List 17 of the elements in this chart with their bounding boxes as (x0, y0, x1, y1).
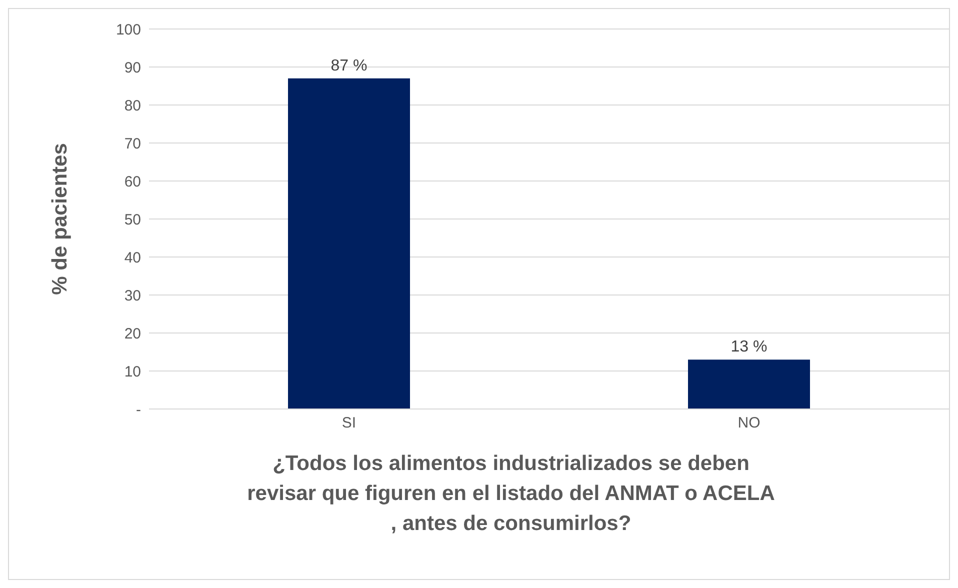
y-axis-title: % de pacientes (48, 143, 72, 295)
y-tick-label: 30 (124, 287, 141, 304)
y-tick-label: 10 (124, 363, 141, 380)
y-tick-label: 50 (124, 211, 141, 228)
x-tick-label: NO (738, 414, 760, 432)
y-tick-label: 20 (124, 325, 141, 342)
y-tick-label: 90 (124, 59, 141, 76)
y-tick-label: 70 (124, 135, 141, 152)
y-tick-label: 100 (116, 21, 141, 38)
x-axis-title: ¿Todos los alimentos industrializados se deben revisar que figuren en el listado del ANMAT o ACELA , antes de consumirlos? (246, 451, 776, 537)
x-tick-label: SI (342, 414, 356, 432)
data-label: 13 % (730, 338, 768, 356)
y-tick-label: - (136, 401, 141, 418)
data-label: 87 % (330, 57, 368, 74)
y-tick-label: 80 (124, 97, 141, 114)
y-tick-label: 60 (124, 173, 141, 190)
y-tick-label: 40 (124, 249, 141, 266)
